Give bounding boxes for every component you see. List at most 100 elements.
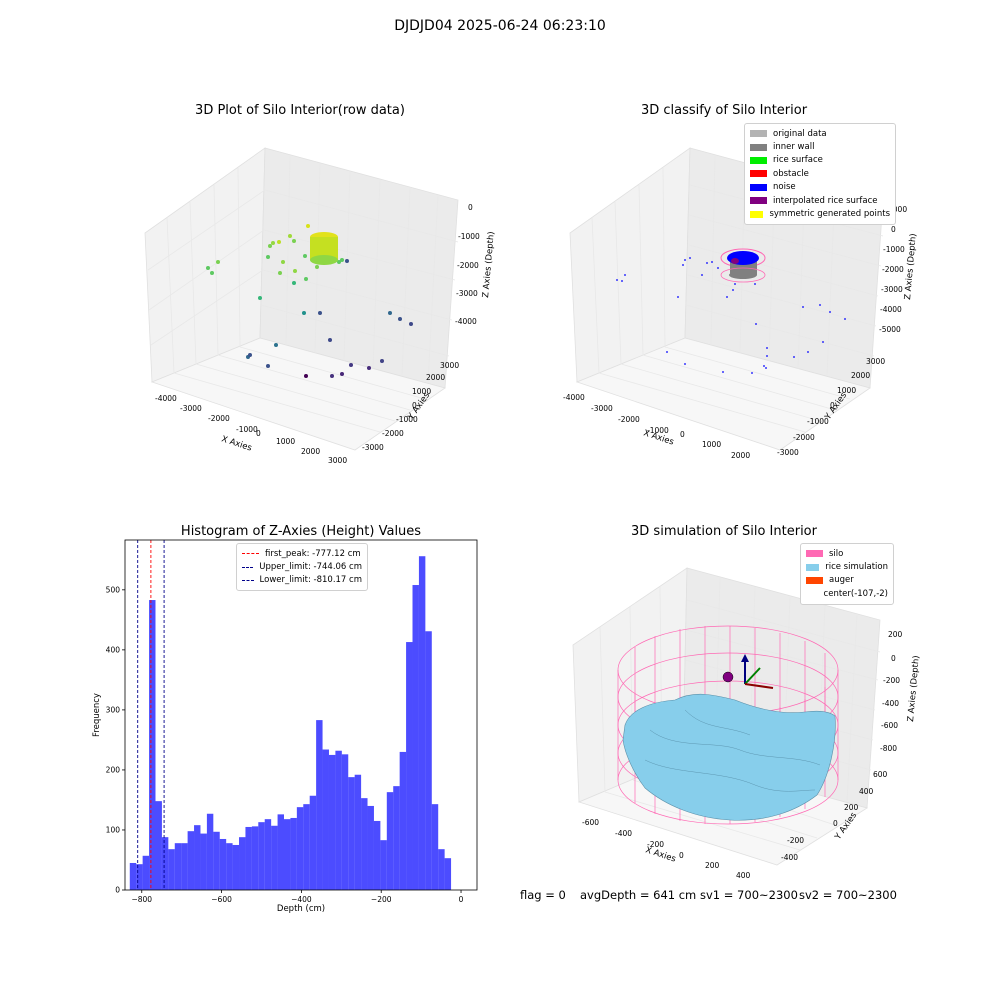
plot1-ztick: -4000 [455,317,477,326]
legend-label: silo [829,548,844,559]
histogram-ytick-label: 0 [115,886,120,895]
plot4-ztick: 200 [888,630,903,639]
histogram-bar [181,843,188,890]
plot1-xtick: 0 [256,429,261,438]
plot1-point [367,366,371,370]
legend-label: rice surface [773,155,823,166]
histogram-title: Histogram of Z-Axies (Height) Values [180,524,422,539]
plot1-point [398,317,402,321]
plot2-xtick: 2000 [731,451,750,460]
plot2-ztick: -1000 [883,245,905,254]
legend-item-lower-limit: Lower_limit: -810.17 cm [242,574,362,587]
legend-item-symmetric: symmetric generated points [750,207,890,220]
plot4-ytick: 600 [873,770,888,779]
histogram-ytick-label: 200 [106,765,121,774]
histogram-bar [444,858,452,890]
plot4-ytick: 400 [859,787,874,796]
histogram-bar [341,754,349,890]
histogram-bar [328,754,336,890]
plot2-point [717,267,719,269]
footer-sv2: sv2 = 700~2300 [799,888,897,902]
histogram-xtick-label: −600 [211,895,232,904]
legend-item-silo: silo [806,547,888,560]
histogram-bar [251,826,259,890]
histogram-bar [239,837,246,890]
legend-label: center(-107,-2) [823,588,888,599]
histogram-bar [129,862,137,890]
plot2-point [765,367,767,369]
plot4-ztick: 0 [891,654,896,663]
histogram-bar [283,819,291,890]
legend-swatch [750,143,767,151]
legend-label: noise [773,182,796,193]
histogram-bar [348,777,355,890]
histogram-bar [316,720,323,890]
legend-label: rice simulation [825,562,888,573]
plot4-zlabel: Z Axies (Depth) [906,655,922,722]
histogram-chart: −800 −600 −400 −200 0 0 100 200 300 400 500 Depth… [92,539,478,914]
plot1-axes: -4000 -3000 -2000 -1000 0 1000 2000 3000… [144,147,497,465]
legend-swatch [806,563,820,571]
histogram-bar [412,585,419,890]
plot2-ytick: -1000 [807,417,829,426]
histogram-bar [206,813,214,890]
histogram-yticks: 0 100 200 300 400 500 [106,585,125,895]
plot1-ytick: -3000 [362,443,384,452]
histogram-bar [136,864,143,890]
plot1-point [293,269,297,273]
histogram-bar [219,838,227,890]
plot2-point [684,259,686,261]
plot1-point [409,322,413,326]
histogram-bar [187,831,195,890]
plot1-ytick: 3000 [440,361,459,370]
plot1-xtick: 1000 [276,437,295,446]
histogram-xtick-label: 0 [459,895,464,904]
plot1-ztick: -1000 [458,232,480,241]
plot4-ytick: 200 [844,803,859,812]
histogram-xlabel: Depth (cm) [277,904,325,914]
plot2-point [751,372,753,374]
histogram-ylabel: Frequency [92,693,102,737]
histogram-bar [393,786,400,890]
plot1-point [292,281,296,285]
plot2-zlabel: Z Axies (Depth) [903,233,919,300]
plot1-point [288,234,292,238]
legend-label: original data [773,128,827,139]
plot1-point [248,353,252,357]
plot2-ztick: -5000 [879,325,901,334]
histogram-bar [168,849,175,890]
plot4-xtick: 0 [679,851,684,860]
plot4-xtick: 400 [736,871,751,880]
figure-title: DJDJD04 2025-06-24 06:23:10 [394,18,606,34]
plot2-point [726,296,728,298]
plot2-xtick: 1000 [702,440,721,449]
plot1-silo-cluster [310,232,338,265]
legend-item-obstacle: obstacle [750,167,890,180]
plot1-point [304,277,308,281]
plot4-xtick: 200 [705,861,720,870]
plot1-point [303,254,307,258]
histogram-bar [335,750,342,890]
histogram-bar [438,849,445,890]
histogram-legend: first_peak: -777.12 cm Upper_limit: -744… [236,543,368,592]
legend-swatch [806,590,818,597]
plot1-xtick: 2000 [301,447,320,456]
plot2-xtick: -2000 [618,415,640,424]
histogram-bar [277,814,284,890]
histogram-bar [354,774,362,890]
plot4-legend: silo rice simulation auger center(-107,-… [800,543,894,605]
histogram-bar [309,795,317,890]
plot1-point [258,296,262,300]
legend-item-noise: noise [750,181,890,194]
plot2-ztick: -4000 [880,305,902,314]
plot2-legend: original data inner wall rice surface ob… [744,123,896,225]
footer-sv1: sv1 = 700~2300 [700,888,798,902]
histogram-bar [425,631,432,890]
plot2-point [722,371,724,373]
plot2-ztick: 0 [891,225,896,234]
plot1-point [315,265,319,269]
histogram-xtick-label: −400 [291,895,312,904]
histogram-bar [418,556,426,890]
plot1-point [345,259,349,263]
legend-line [242,566,254,568]
